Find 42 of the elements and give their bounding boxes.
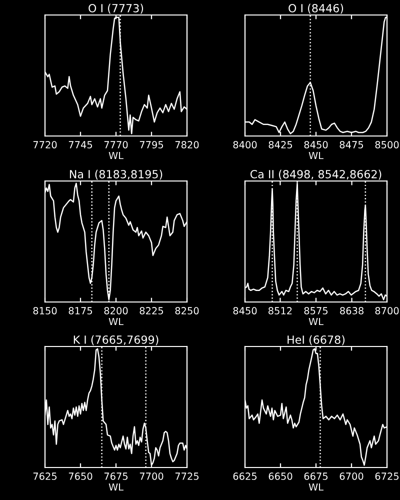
x-tick-label: 8450 [233, 307, 257, 314]
x-tick-label: 7700 [140, 472, 164, 480]
x-axis-title: WL [308, 152, 324, 160]
x-tick-label: 6625 [233, 472, 257, 480]
x-tick-label: 8400 [233, 141, 257, 148]
x-axis-title: WL [308, 318, 324, 326]
chart-title: O I (7773) [88, 4, 144, 14]
x-tick-label: 8700 [375, 307, 399, 314]
x-tick-label: 7745 [68, 141, 92, 148]
chart-title: Ca II (8498, 8542,8662) [250, 170, 382, 180]
x-tick-label: 8425 [268, 141, 292, 148]
x-tick-label: 8475 [340, 141, 364, 148]
x-tick-label: 6650 [268, 472, 292, 480]
x-tick-label: 8150 [33, 307, 57, 314]
x-tick-label: 7650 [68, 472, 92, 480]
x-tick-label: 8512 [268, 307, 292, 314]
x-tick-label: 6725 [375, 472, 399, 480]
x-tick-label: 8638 [340, 307, 364, 314]
x-tick-label: 8500 [375, 141, 399, 148]
chart-title: HeI (6678) [288, 335, 345, 346]
chart-title: O I (8446) [288, 4, 344, 14]
x-tick-label: 8450 [304, 141, 328, 148]
x-tick-label: 8175 [68, 307, 92, 314]
x-tick-label: 8225 [140, 307, 164, 314]
x-axis-title: WL [108, 152, 124, 160]
x-tick-label: 7720 [33, 141, 57, 148]
x-tick-label: 7625 [33, 472, 57, 480]
x-tick-label: 7795 [140, 141, 164, 148]
x-axis-title: WL [308, 483, 324, 491]
x-tick-label: 6675 [304, 472, 328, 480]
chart-title: K I (7665,7699) [74, 335, 158, 346]
x-tick-label: 7820 [175, 141, 199, 148]
x-tick-label: 8200 [104, 307, 128, 314]
x-tick-label: 7770 [104, 141, 128, 148]
x-tick-label: 6700 [340, 472, 364, 480]
x-axis-title: WL [108, 318, 124, 326]
x-tick-label: 7675 [104, 472, 128, 480]
x-tick-label: 8575 [304, 307, 328, 314]
x-axis-title: WL [108, 483, 124, 491]
chart-title: Na I (8183,8195) [70, 170, 162, 180]
x-tick-label: 7725 [175, 472, 199, 480]
x-tick-label: 8250 [175, 307, 199, 314]
